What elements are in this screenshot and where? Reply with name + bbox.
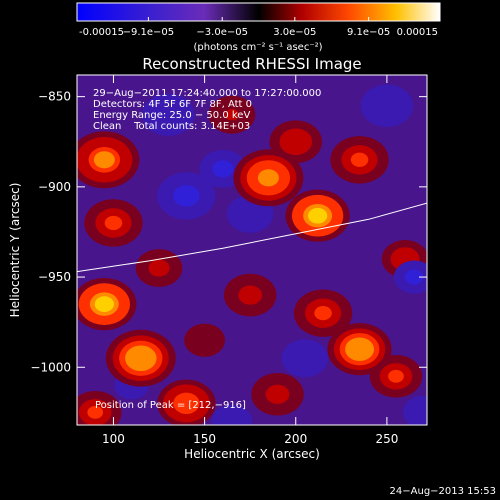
negative-blob <box>405 269 424 285</box>
colorbar-tick-label: −3.0e−05 <box>196 27 248 38</box>
negative-blob <box>212 160 234 178</box>
emission-blob <box>349 341 370 358</box>
annotation-peak: Position of Peak = [212,−916] <box>95 400 246 411</box>
annotation-energy: Energy Range: 25.0 − 50.0 keV <box>93 110 250 121</box>
negative-blob <box>173 185 200 207</box>
y-tick-label: −1000 <box>30 360 71 374</box>
negative-blob <box>222 413 242 425</box>
emission-blob <box>198 335 211 346</box>
colorbar-tick-label: 9.1e−05 <box>347 27 390 38</box>
emission-blob <box>87 405 104 419</box>
colorbar-units: (photons cm⁻² s⁻¹ asec⁻²) <box>193 42 322 53</box>
negative-blob <box>156 105 180 125</box>
annotation-detectors: Detectors: 4F 5F 6F 7F 8F, Att 0 <box>93 99 252 110</box>
x-tick-label: 200 <box>284 432 307 446</box>
emission-blob <box>224 109 239 121</box>
x-axis: 100 150 200 250 <box>102 75 398 446</box>
negative-blob <box>294 349 316 367</box>
footer-timestamp: 24−Aug−2013 15:53 <box>390 486 496 497</box>
solar-limb-curve <box>77 202 427 273</box>
negative-blob <box>375 96 399 116</box>
colorbar-tick-label: 3.0e−05 <box>273 27 316 38</box>
y-tick-label: −900 <box>38 180 71 194</box>
x-tick-label: 150 <box>193 432 216 446</box>
colorbar-tick-label: 0.00015 <box>397 27 438 38</box>
x-tick-label: 100 <box>102 432 125 446</box>
chart-title: Reconstructed RHESSI Image <box>142 55 361 73</box>
y-axis-label: Heliocentric Y (arcsec) <box>8 183 22 318</box>
emission-blob <box>94 296 114 312</box>
emission-blob <box>93 151 115 169</box>
negative-blob <box>414 404 427 420</box>
emission-blob <box>388 369 404 383</box>
emission-blob <box>269 387 286 401</box>
emission-blob <box>257 169 279 187</box>
annotation-counts: Clean Total counts: 3.14E+03 <box>93 121 250 132</box>
emission-blob <box>177 396 196 411</box>
emission-blob <box>152 262 167 274</box>
emission-blob <box>308 207 328 224</box>
emission-blob <box>314 306 332 321</box>
colorbar-ticks: -0.00015−9.1e−05 −3.0e−05 3.0e−05 9.1e−05 0.… <box>76 17 441 38</box>
emission-blob <box>242 288 259 302</box>
annotation-time: 29−Aug−2011 17:24:40.000 to 17:27:00.000 <box>93 88 321 99</box>
negative-blob <box>239 205 261 223</box>
emission-blob <box>104 215 123 231</box>
colorbar <box>76 2 441 22</box>
y-axis: −850 −900 −950 −1000 <box>30 90 427 374</box>
x-axis-label: Heliocentric X (arcsec) <box>184 447 320 461</box>
y-tick-label: −850 <box>38 90 71 104</box>
emission-blob <box>130 349 152 367</box>
y-tick-label: −950 <box>38 270 71 284</box>
emission-blob <box>287 135 304 149</box>
colorbar-tick-label: −9.1e−05 <box>123 27 175 38</box>
x-tick-label: 250 <box>375 432 398 446</box>
plot-frame <box>76 74 428 426</box>
heatmap-layer <box>77 84 427 425</box>
colorbar-tick-label: -0.00015 <box>79 27 124 38</box>
emission-blob <box>350 152 369 167</box>
